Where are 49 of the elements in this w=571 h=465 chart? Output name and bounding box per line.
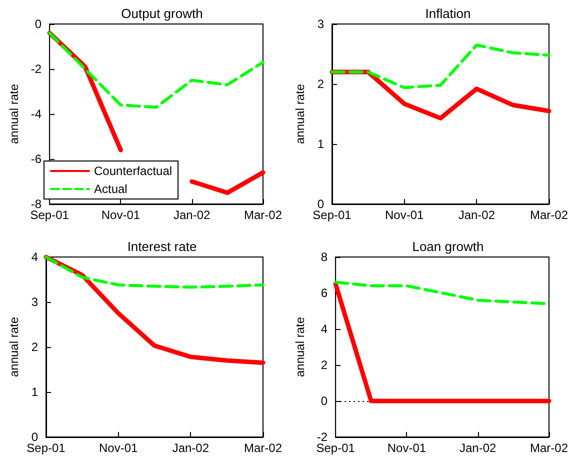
chart-title: Interest rate — [127, 239, 197, 254]
y-tick-label: 2 — [31, 340, 38, 354]
y-axis-title: annual rate — [293, 316, 307, 378]
chart-title: Inflation — [425, 6, 471, 21]
x-tick-label: Mar-02 — [530, 441, 568, 455]
y-tick-label: 6 — [320, 286, 328, 300]
line-series — [48, 32, 264, 109]
x-tick-label: Jan-02 — [174, 208, 211, 222]
x-tick-label: Sep-01 — [30, 208, 70, 222]
y-tick-label: 3 — [31, 295, 38, 309]
y-tick-label: 0 — [34, 17, 42, 31]
y-tick-label: -2 — [30, 62, 42, 76]
chart-title: Loan growth — [412, 239, 484, 254]
x-tick-label: Nov-01 — [98, 441, 138, 455]
y-tick-label: -2 — [316, 430, 328, 444]
y-tick-label: 3 — [317, 17, 324, 31]
line-series — [330, 44, 550, 90]
line-series — [44, 256, 264, 289]
y-tick-label: -6 — [30, 152, 42, 166]
x-tick-label: Sep-01 — [26, 441, 66, 455]
y-tick-label: 1 — [31, 385, 38, 399]
legend-label: Actual — [94, 182, 128, 196]
y-tick-label: 0 — [317, 197, 324, 211]
y-tick-label: -8 — [30, 197, 42, 211]
y-tick-label: 2 — [320, 358, 328, 372]
x-tick-label: Mar-02 — [530, 208, 568, 222]
x-tick-label: Nov-01 — [387, 441, 426, 455]
y-tick-label: 4 — [320, 322, 328, 336]
legend-label: Counterfactual — [94, 164, 172, 178]
y-axis-title: annual rate — [7, 316, 21, 378]
x-tick-label: Nov-01 — [101, 208, 140, 222]
chart-title: Output growth — [121, 6, 203, 21]
x-tick-label: Mar-02 — [244, 208, 282, 222]
y-tick-label: 0 — [320, 394, 328, 408]
y-axis-title: annual rate — [293, 84, 307, 144]
x-tick-label: Jan-02 — [458, 208, 496, 222]
x-tick-label: Jan-02 — [172, 441, 210, 455]
y-tick-label: 0 — [31, 430, 38, 444]
y-tick-label: 2 — [317, 77, 324, 91]
x-tick-label: Mar-02 — [244, 441, 282, 455]
x-tick-label: Jan-02 — [460, 441, 497, 455]
y-tick-label: -4 — [30, 107, 42, 121]
y-tick-label: 4 — [31, 250, 38, 264]
y-tick-label: 1 — [317, 137, 324, 151]
y-axis-title: annual rate — [7, 84, 21, 144]
y-tick-label: 8 — [320, 250, 328, 264]
x-tick-label: Sep-01 — [316, 441, 356, 455]
x-tick-label: Nov-01 — [384, 208, 424, 222]
x-tick-label: Sep-01 — [312, 208, 352, 222]
